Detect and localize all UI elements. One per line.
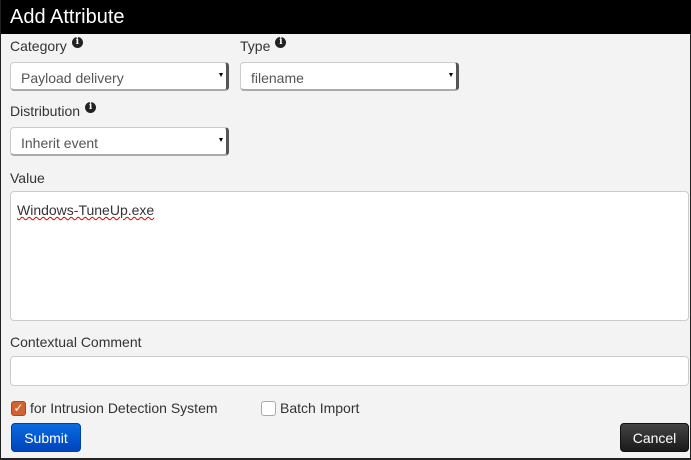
distribution-label-text: Distribution <box>10 103 81 119</box>
dropdown-arrow-icon <box>219 73 223 77</box>
category-label-text: Category <box>10 38 67 54</box>
comment-label: Contextual Comment <box>10 334 142 350</box>
category-select[interactable]: Payload delivery <box>10 62 229 91</box>
info-icon[interactable]: i <box>85 101 97 113</box>
type-label-text: Type <box>240 38 271 54</box>
info-icon[interactable]: i <box>275 36 287 48</box>
batch-import-label: Batch Import <box>280 400 360 416</box>
submit-button[interactable]: Submit <box>11 423 81 452</box>
comment-input[interactable] <box>10 356 689 386</box>
type-select[interactable]: filename <box>240 62 459 91</box>
category-label: Category i <box>10 36 83 54</box>
dialog-title: Add Attribute <box>1 0 691 34</box>
value-text: Windows-TuneUp.exe <box>17 202 155 218</box>
distribution-value: Inherit event <box>21 135 99 151</box>
value-label: Value <box>10 170 45 186</box>
dropdown-arrow-icon <box>219 138 223 142</box>
type-value: filename <box>251 70 304 86</box>
value-textarea[interactable]: Windows-TuneUp.exe <box>10 191 689 321</box>
ids-label: for Intrusion Detection System <box>30 400 218 416</box>
distribution-select[interactable]: Inherit event <box>10 127 229 156</box>
type-label: Type i <box>240 36 287 54</box>
category-value: Payload delivery <box>21 70 124 86</box>
ids-checkbox[interactable]: ✓ <box>11 401 26 416</box>
distribution-label: Distribution i <box>10 101 97 119</box>
dropdown-arrow-icon <box>449 73 453 77</box>
info-icon[interactable]: i <box>71 36 83 48</box>
batch-import-checkbox[interactable] <box>261 401 276 416</box>
cancel-button[interactable]: Cancel <box>620 423 689 452</box>
